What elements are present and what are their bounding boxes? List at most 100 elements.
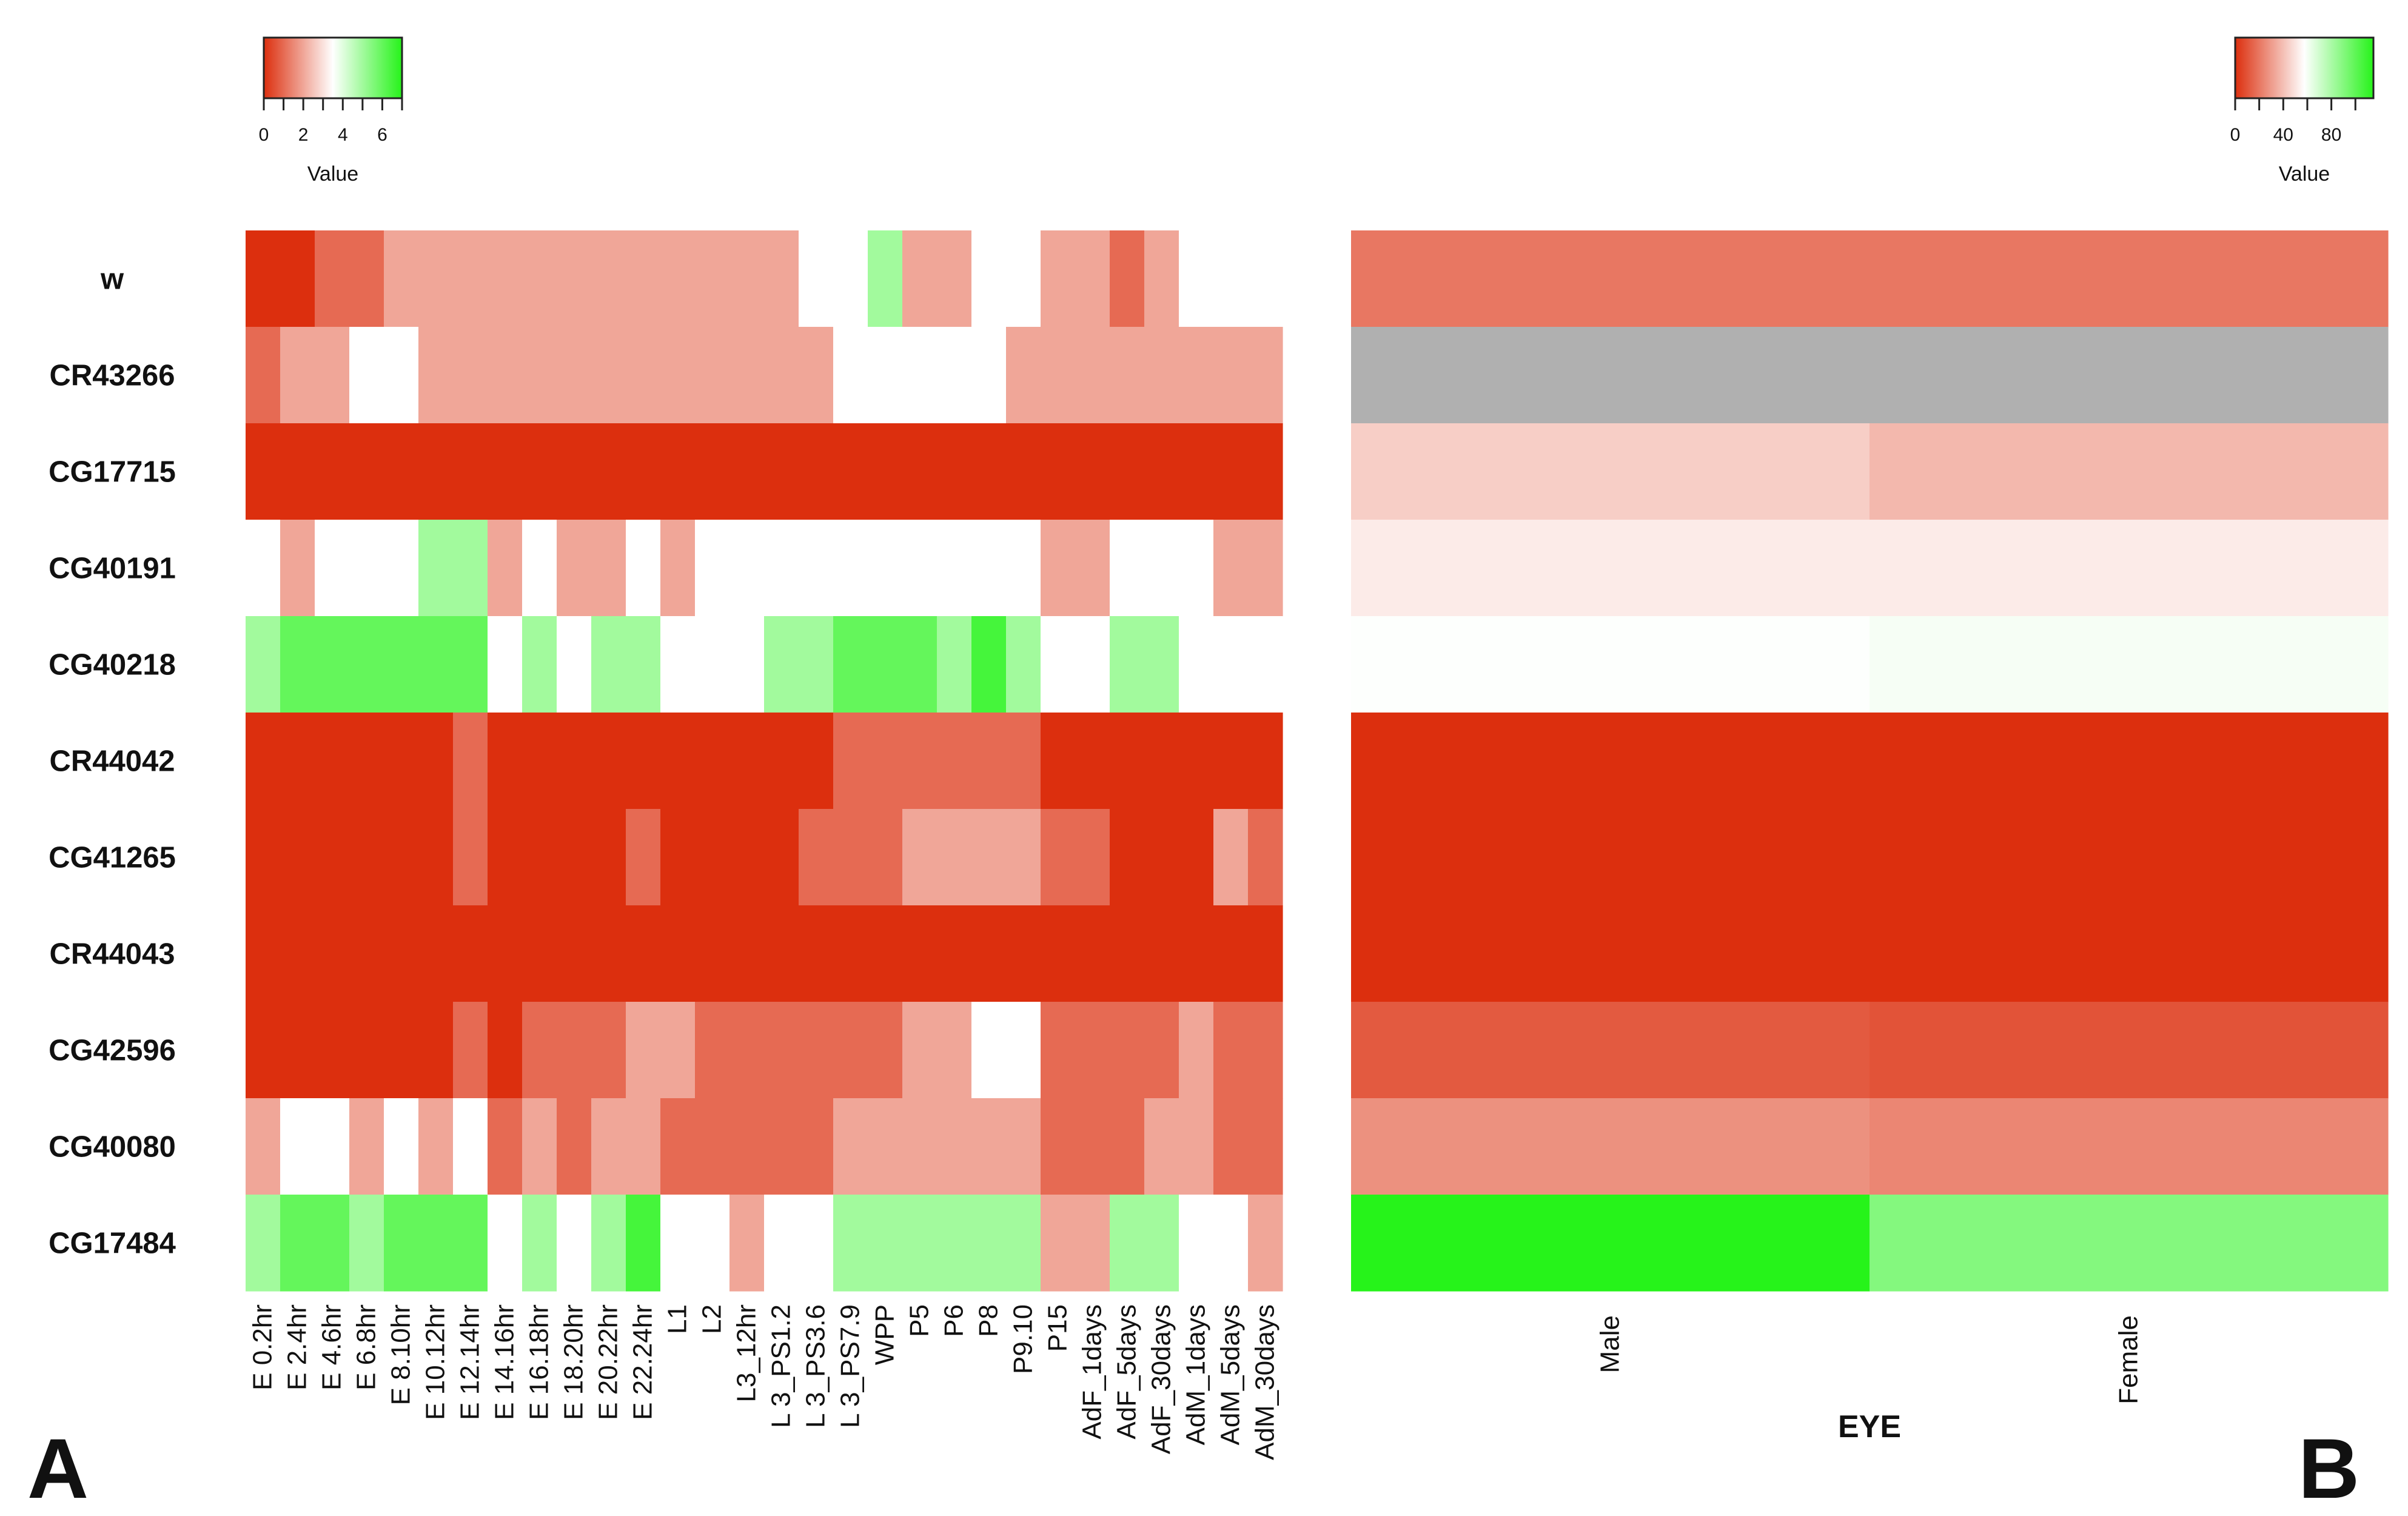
heatmap-a-column-label: P15 <box>1043 1304 1073 1352</box>
heatmap-a-column-label: AdM_5days <box>1216 1304 1246 1445</box>
heatmap-a-cell <box>1179 1098 1214 1195</box>
heatmap-a-cell <box>384 423 419 520</box>
heatmap-a-cell <box>799 1195 834 1292</box>
heatmap-a-cell <box>833 809 868 906</box>
heatmap-a-cell <box>557 1002 592 1099</box>
heatmap-a-cell <box>1144 1002 1179 1099</box>
heatmap-a-cell <box>453 905 488 1002</box>
heatmap-a-cell <box>626 1195 661 1292</box>
heatmap-a-cell <box>280 809 315 906</box>
heatmap-a-cell <box>1248 1195 1283 1292</box>
heatmap-a-cell <box>1006 1195 1041 1292</box>
heatmap-a-cell <box>660 230 696 327</box>
heatmap-a-cell <box>557 327 592 424</box>
color-key-tick-label: 0 <box>2230 125 2241 145</box>
heatmap-a-cell <box>1006 1002 1041 1099</box>
heatmap-a-cell <box>1075 1002 1110 1099</box>
heatmap-b-cell <box>1870 423 2389 520</box>
heatmap-a-cell <box>833 520 868 617</box>
heatmap-a-column-label: L2 <box>697 1304 727 1334</box>
heatmap-a-cell <box>557 713 592 810</box>
heatmap-a-cell <box>522 713 557 810</box>
heatmap-a-cell <box>868 423 903 520</box>
heatmap-a-cell <box>1213 1195 1249 1292</box>
heatmap-a-cell <box>937 905 972 1002</box>
heatmap-a-cell <box>349 520 384 617</box>
heatmap-a-cell <box>799 1098 834 1195</box>
heatmap-b-cell <box>1870 1002 2389 1099</box>
heatmap-a-cell <box>764 616 799 713</box>
heatmap-a-cell <box>418 905 454 1002</box>
heatmap-a-cell <box>626 1002 661 1099</box>
heatmap-a-cell <box>1041 327 1076 424</box>
heatmap-a-cell <box>1075 1195 1110 1292</box>
heatmap-a-cell <box>971 905 1007 1002</box>
heatmap-a-cell <box>660 423 696 520</box>
color-key-a-bar <box>263 36 403 99</box>
heatmap-a-cell <box>591 905 626 1002</box>
heatmap-b-cell <box>1351 1098 1870 1195</box>
heatmap-a-cell <box>660 616 696 713</box>
heatmap-a-cell <box>729 327 765 424</box>
heatmap-a-cell <box>418 520 454 617</box>
color-key-b-bar <box>2234 36 2375 99</box>
heatmap-a-cell <box>971 423 1007 520</box>
heatmap-a-cell <box>833 1195 868 1292</box>
heatmap-a-cell <box>557 1195 592 1292</box>
heatmap-a-cell <box>902 1195 937 1292</box>
heatmap-a-cell <box>1006 905 1041 1002</box>
heatmap-a-cells <box>246 230 1283 1292</box>
heatmap-a-cell <box>833 905 868 1002</box>
heatmap-a-cell <box>660 327 696 424</box>
heatmap-a-column-label: AdM_30days <box>1250 1304 1280 1460</box>
heatmap-a-cell <box>1041 905 1076 1002</box>
heatmap-a-cell <box>522 905 557 1002</box>
heatmap-a-cell <box>695 616 730 713</box>
heatmap-a-cell <box>1144 1098 1179 1195</box>
heatmap-b-column-label: Male <box>1595 1315 1625 1373</box>
heatmap-a-cell <box>937 713 972 810</box>
heatmap-a-cell <box>868 616 903 713</box>
heatmap-a-cell <box>937 1195 972 1292</box>
heatmap-a-cell <box>453 520 488 617</box>
heatmap-a-cell <box>280 1002 315 1099</box>
heatmap-b-cell <box>1870 327 2389 424</box>
heatmap-a-cell <box>937 1098 972 1195</box>
heatmap-a-cell <box>1006 616 1041 713</box>
heatmap-a-cell <box>695 520 730 617</box>
heatmap-a-cell <box>1248 905 1283 1002</box>
heatmap-a-column-label: E 14.16hr <box>490 1304 520 1420</box>
heatmap-a-cell <box>868 713 903 810</box>
heatmap-a-cell <box>1144 520 1179 617</box>
row-label: CR44042 <box>49 745 175 778</box>
heatmap-a-cell <box>315 327 350 424</box>
heatmap-a-cell <box>695 327 730 424</box>
heatmap-b-cell <box>1870 809 2389 906</box>
heatmap-a-cell <box>937 520 972 617</box>
heatmap-a-cell <box>1179 616 1214 713</box>
heatmap-a-cell <box>246 905 281 1002</box>
heatmap-a-cell <box>764 1002 799 1099</box>
heatmap-a-cell <box>384 905 419 1002</box>
heatmap-a-cell <box>349 1002 384 1099</box>
heatmap-a-cell <box>1179 423 1214 520</box>
heatmap-a-cell <box>764 1195 799 1292</box>
color-key-tick-label: 80 <box>2321 125 2341 145</box>
heatmap-a-cell <box>453 327 488 424</box>
panel-label-b: B <box>2298 1421 2359 1516</box>
heatmap-a-cell <box>1144 905 1179 1002</box>
heatmap-a-cell <box>1110 616 1145 713</box>
heatmap-b-cell <box>1351 1195 1870 1292</box>
heatmap-a-cell <box>695 809 730 906</box>
heatmap-a-cell <box>868 230 903 327</box>
heatmap-a-cell <box>1179 327 1214 424</box>
heatmap-a-cell <box>799 1002 834 1099</box>
heatmap-a-cell <box>1179 1002 1214 1099</box>
heatmap-a-cell <box>799 327 834 424</box>
heatmap-a-cell <box>488 1098 523 1195</box>
heatmap-a-cell <box>349 809 384 906</box>
heatmap-a-cell <box>557 423 592 520</box>
heatmap-a-cell <box>971 520 1007 617</box>
heatmap-b-cell <box>1351 520 1870 617</box>
heatmap-a-cell <box>384 327 419 424</box>
